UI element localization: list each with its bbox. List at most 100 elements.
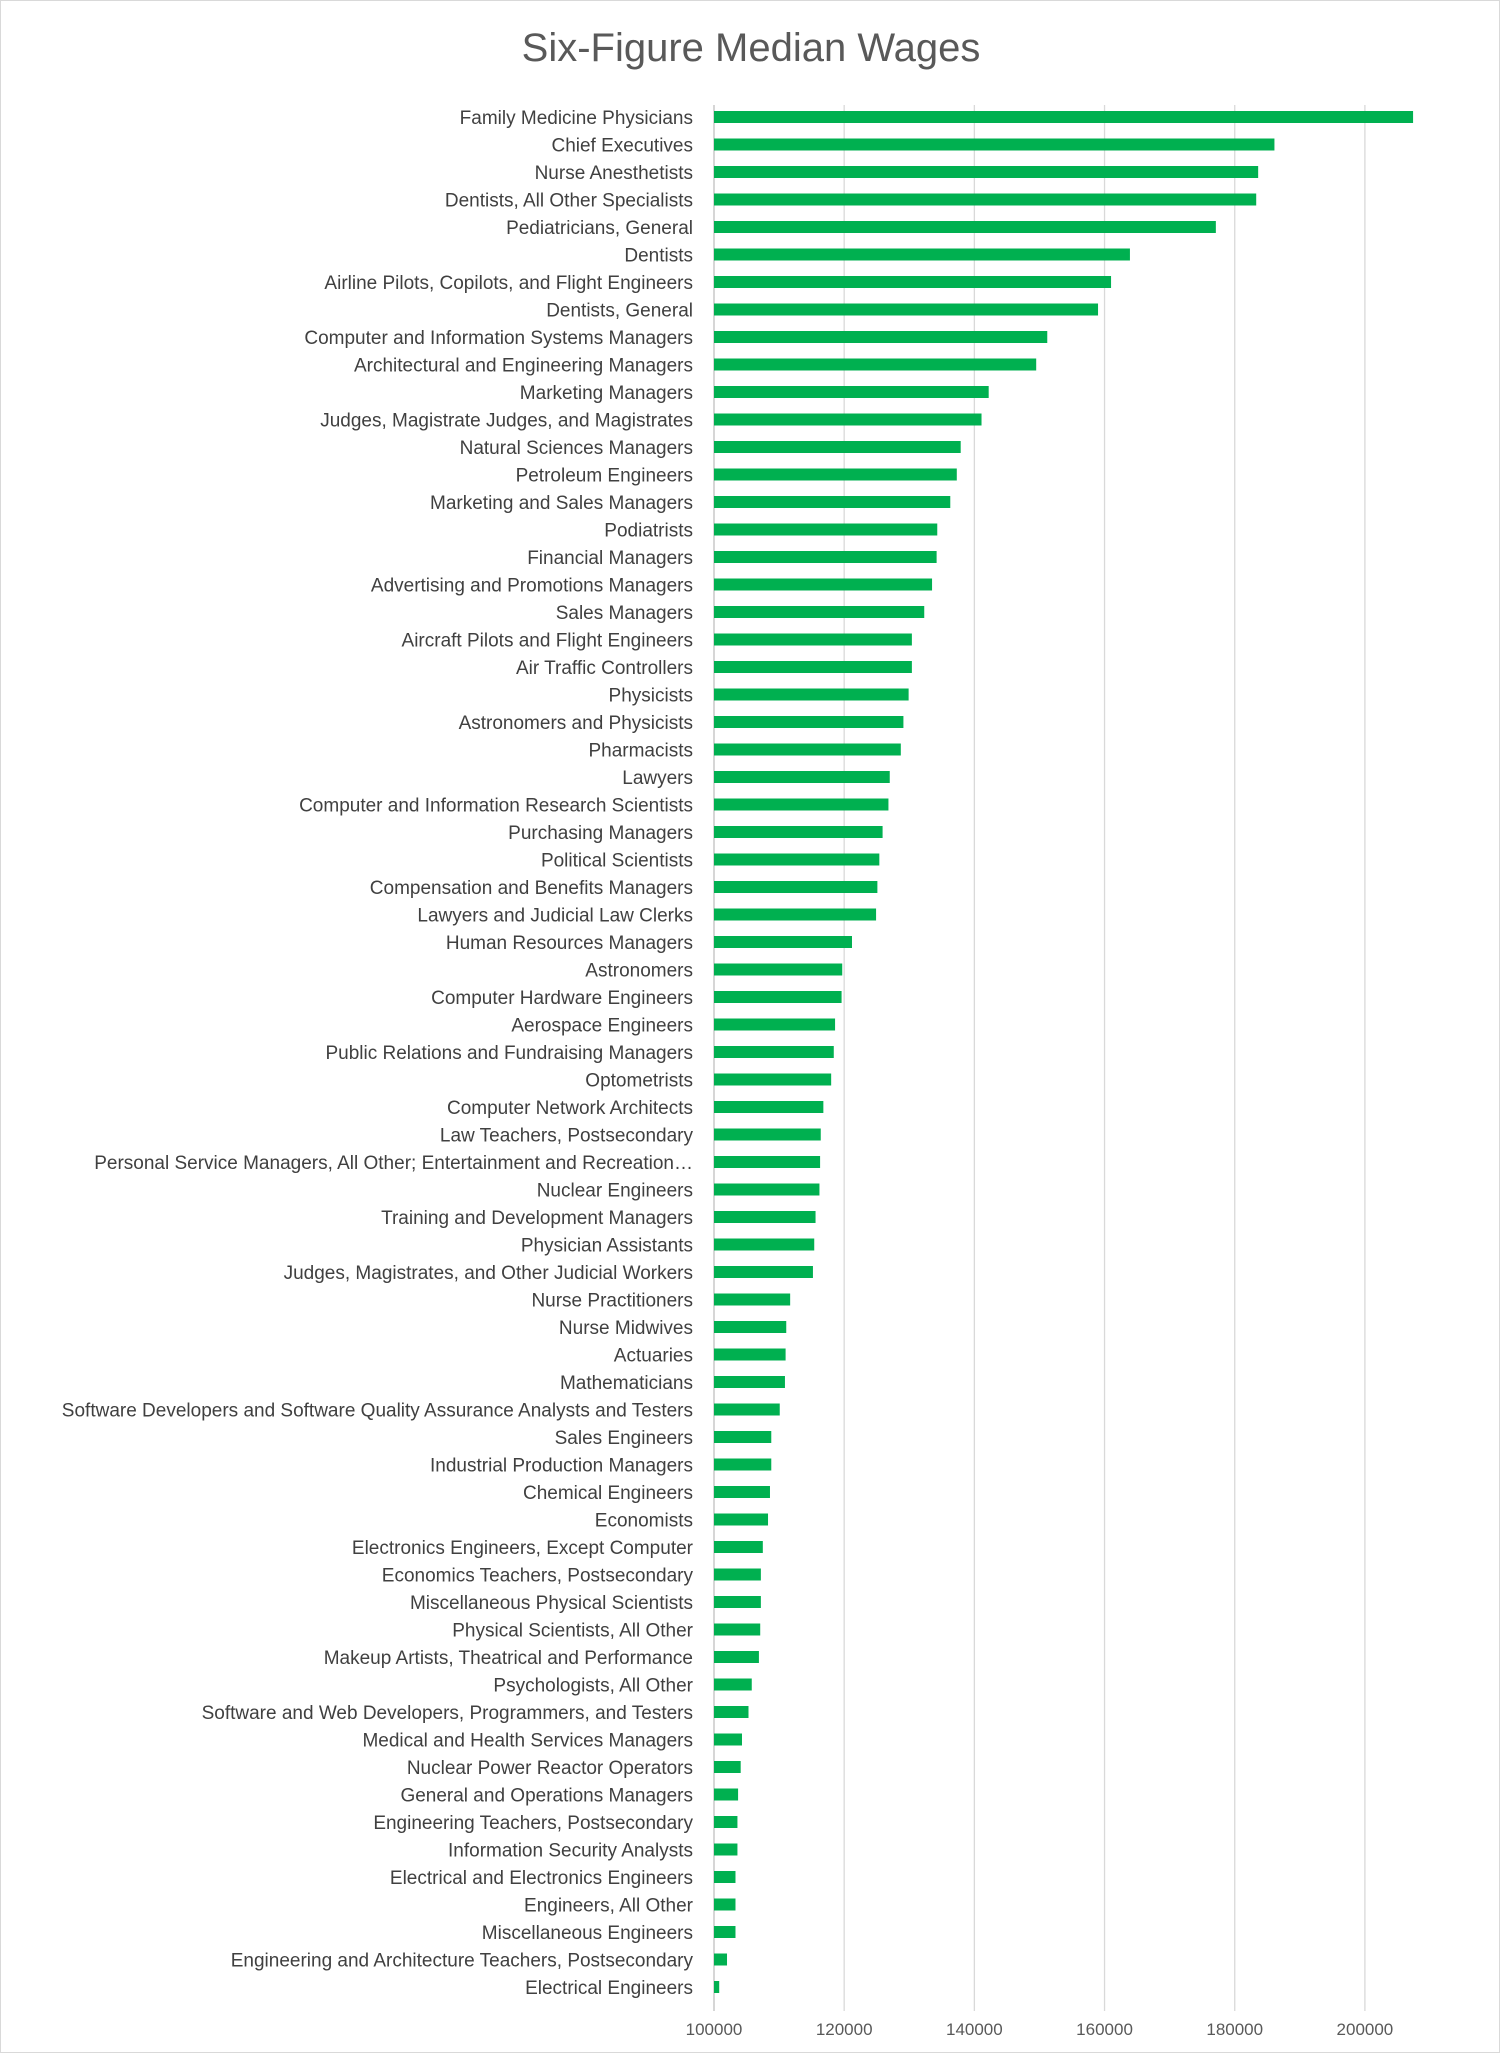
category-label: Computer and Information Systems Manager… [304, 328, 693, 349]
bar [714, 1678, 752, 1691]
category-label: Podiatrists [604, 521, 693, 542]
bar [714, 991, 842, 1003]
bar [714, 1376, 785, 1388]
bar [714, 441, 961, 453]
bar [714, 1403, 780, 1416]
bar [714, 1128, 821, 1141]
category-label: Electronics Engineers, Except Computer [352, 1538, 694, 1559]
bar [714, 166, 1259, 178]
bar [714, 606, 925, 618]
bar [714, 1843, 738, 1856]
category-label: Political Scientists [541, 851, 693, 872]
category-label: Information Security Analysts [448, 1841, 693, 1862]
category-label: Air Traffic Controllers [516, 658, 693, 679]
bar [714, 331, 1048, 343]
category-label: Nuclear Engineers [537, 1181, 693, 1202]
category-label: Compensation and Benefits Managers [370, 878, 693, 899]
bar [714, 881, 878, 893]
bar [714, 468, 957, 481]
bar [714, 1926, 736, 1938]
category-label-layer: Family Medicine Physicians Chief Executiv… [62, 108, 694, 1999]
category-label: Psychologists, All Other [493, 1676, 693, 1697]
category-label: Dentists, All Other Specialists [445, 191, 693, 212]
bar [714, 1156, 821, 1168]
category-label: Lawyers and Judicial Law Clerks [417, 906, 693, 927]
category-label: Nurse Practitioners [531, 1291, 693, 1312]
category-label: Engineers, All Other [524, 1896, 694, 1917]
category-label: Petroleum Engineers [516, 466, 693, 487]
bar [714, 908, 877, 921]
category-label: Human Resources Managers [446, 933, 693, 954]
bar [714, 1348, 786, 1361]
category-label: Airline Pilots, Copilots, and Flight Eng… [324, 273, 693, 294]
category-label: Nurse Anesthetists [535, 163, 693, 184]
category-label: General and Operations Managers [400, 1786, 693, 1807]
category-label: Computer Network Architects [447, 1098, 693, 1119]
bar [714, 1733, 742, 1746]
category-label: Judges, Magistrate Judges, and Magistrat… [320, 411, 693, 432]
x-tick-label: 200000 [1337, 2020, 1394, 2039]
bar [714, 221, 1216, 233]
bar [714, 413, 982, 426]
category-label: Personal Service Managers, All Other; En… [94, 1153, 693, 1174]
bar [714, 276, 1112, 288]
x-tick-label: 140000 [946, 2020, 1003, 2039]
category-label: Training and Development Managers [381, 1208, 693, 1229]
category-label: Sales Engineers [555, 1428, 693, 1449]
category-label: Makeup Artists, Theatrical and Performan… [324, 1648, 693, 1669]
x-tick-label: 120000 [816, 2020, 873, 2039]
category-label: Pharmacists [588, 741, 693, 762]
category-label: Judges, Magistrates, and Other Judicial … [284, 1263, 693, 1284]
bar [714, 798, 889, 811]
bar [714, 1816, 738, 1828]
category-label: Lawyers [622, 768, 693, 789]
category-label: Physical Scientists, All Other [452, 1621, 693, 1642]
x-tick-label: 180000 [1206, 2020, 1263, 2039]
category-label: Medical and Health Services Managers [362, 1731, 693, 1752]
bar [714, 1266, 813, 1278]
bar [714, 1238, 815, 1251]
category-label: Nuclear Power Reactor Operators [407, 1758, 693, 1779]
bar [714, 743, 901, 756]
category-label: Economists [595, 1511, 693, 1532]
bar [714, 1513, 769, 1526]
bar [714, 1321, 787, 1333]
bar [714, 963, 843, 976]
bar [714, 1706, 749, 1718]
category-label: Aircraft Pilots and Flight Engineers [402, 631, 693, 652]
category-label: Pediatricians, General [506, 218, 693, 239]
category-label: Physicists [609, 686, 693, 707]
category-label: Architectural and Engineering Managers [354, 356, 693, 377]
category-label: Nurse Midwives [559, 1318, 693, 1339]
category-label: Dentists [624, 246, 693, 267]
bar [714, 496, 951, 508]
category-label: Software Developers and Software Quality… [62, 1401, 693, 1422]
bar [714, 1046, 834, 1058]
bar [714, 936, 852, 948]
bar [714, 716, 904, 728]
bar [714, 1596, 761, 1608]
bar [714, 1981, 720, 1993]
bar [714, 1541, 763, 1553]
category-label: Miscellaneous Physical Scientists [410, 1593, 693, 1614]
bar [714, 1486, 770, 1498]
bar [714, 193, 1257, 206]
bar [714, 248, 1130, 261]
category-label: Purchasing Managers [508, 823, 693, 844]
bar [714, 661, 912, 673]
bar [714, 1018, 836, 1031]
category-label: Engineering Teachers, Postsecondary [373, 1813, 693, 1834]
x-tick-label: 100000 [686, 2020, 743, 2039]
bar [714, 551, 937, 563]
bar [714, 1458, 772, 1471]
bar [714, 1293, 791, 1306]
bar [714, 1431, 772, 1443]
bar-layer [714, 111, 1414, 1993]
bar [714, 358, 1037, 371]
category-label: Software and Web Developers, Programmers… [202, 1703, 693, 1724]
bar [714, 138, 1275, 151]
bar [714, 1183, 820, 1196]
bar [714, 1211, 816, 1223]
